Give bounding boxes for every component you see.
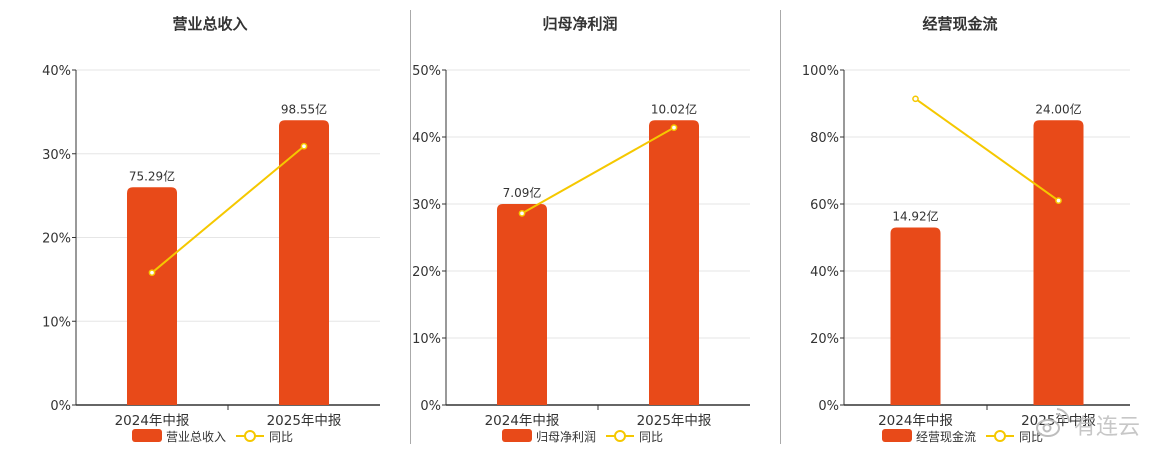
legend-label: 同比	[269, 430, 293, 444]
y-tick-label: 20%	[42, 232, 71, 247]
line-point	[300, 142, 308, 150]
y-tick-label: 60%	[810, 198, 839, 213]
chart-title: 经营现金流	[922, 15, 997, 33]
bar	[497, 204, 547, 405]
y-tick-label: 0%	[818, 399, 839, 414]
data-label: 24.00亿	[1035, 101, 1081, 116]
series-line	[151, 145, 305, 274]
data-label: 10.02亿	[651, 101, 697, 116]
series-line	[914, 97, 1060, 202]
x-tick-label: 2024年中报	[878, 413, 953, 429]
y-tick-label: 20%	[810, 332, 839, 347]
chart-title: 营业总收入	[172, 15, 247, 33]
x-tick-label: 2025年中报	[637, 413, 712, 429]
y-tick-label: 20%	[412, 265, 441, 280]
data-label: 75.29亿	[129, 168, 175, 183]
x-tick-label: 2024年中报	[115, 413, 190, 429]
bar	[279, 120, 329, 405]
data-label: 98.55亿	[281, 101, 327, 116]
y-tick-label: 100%	[802, 64, 839, 79]
data-label: 14.92亿	[892, 208, 938, 223]
y-tick-label: 30%	[412, 198, 441, 213]
y-tick-label: 80%	[810, 131, 839, 146]
panel-divider	[780, 10, 781, 444]
legend-swatch-bar	[882, 429, 912, 442]
bar	[649, 120, 699, 405]
chart-title: 归母净利润	[542, 15, 617, 33]
y-tick-label: 40%	[810, 265, 839, 280]
line-point	[670, 124, 678, 131]
line-point	[912, 95, 919, 103]
series-line	[521, 126, 675, 215]
legend-swatch-marker	[244, 430, 256, 442]
legend-label: 营业总收入	[166, 430, 226, 444]
x-tick-label: 2025年中报	[1021, 413, 1096, 429]
x-tick-label: 2024年中报	[485, 413, 560, 429]
y-tick-label: 0%	[50, 399, 71, 414]
line-point	[1055, 197, 1062, 204]
line-point	[518, 210, 526, 217]
y-tick-label: 50%	[412, 64, 441, 79]
legend-swatch-bar	[502, 429, 532, 442]
y-tick-label: 10%	[42, 315, 71, 330]
legend-label: 经营现金流	[916, 429, 976, 444]
y-tick-label: 40%	[42, 64, 71, 79]
legend-label: 同比	[639, 430, 663, 444]
y-tick-label: 10%	[412, 332, 441, 347]
y-tick-label: 30%	[42, 148, 71, 163]
bar	[127, 187, 177, 405]
bar	[1033, 120, 1084, 405]
legend-swatch-marker	[994, 430, 1006, 442]
watermark: 有连云	[1036, 408, 1140, 440]
y-tick-label: 0%	[420, 399, 441, 414]
line-point	[148, 269, 156, 277]
watermark-text: 有连云	[1074, 415, 1140, 440]
legend-label: 归母净利润	[536, 430, 596, 444]
data-label: 7.09亿	[503, 185, 542, 200]
y-tick-label: 40%	[412, 131, 441, 146]
panel-divider	[410, 10, 411, 444]
weibo-icon	[1036, 408, 1071, 437]
bar	[890, 227, 941, 405]
legend-swatch-marker	[614, 430, 626, 442]
legend-swatch-bar	[132, 429, 162, 442]
legend-label: 同比	[1019, 430, 1043, 444]
x-tick-label: 2025年中报	[267, 413, 342, 429]
